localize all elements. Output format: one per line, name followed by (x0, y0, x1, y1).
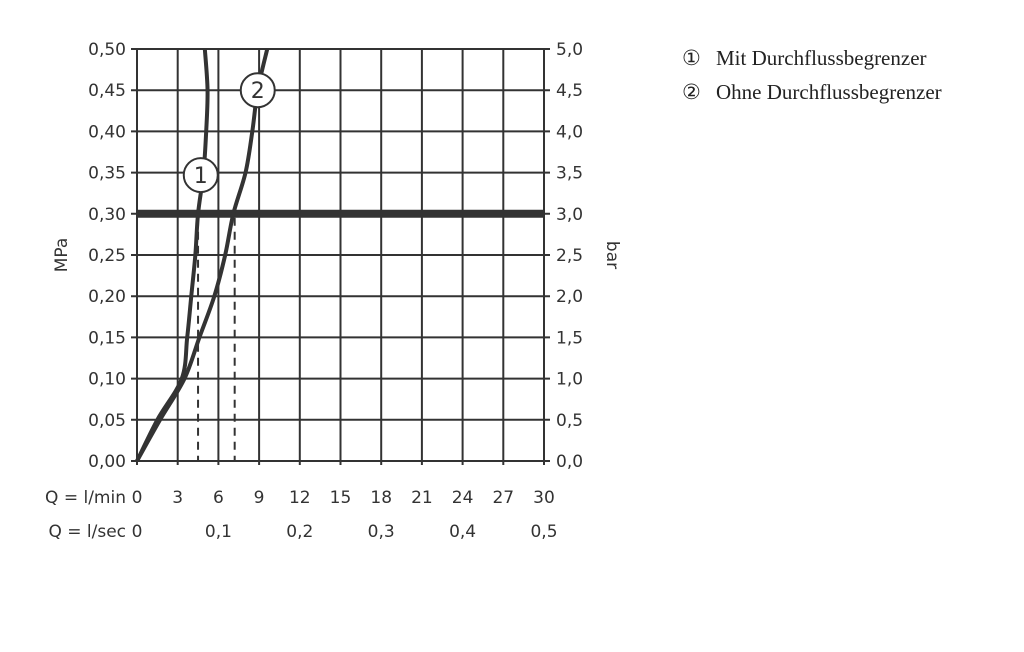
x-tick-label: 9 (254, 488, 265, 508)
y2-tick-label: 0,0 (556, 452, 583, 472)
y-tick-label: 0,10 (88, 370, 126, 390)
x-tick-label: 30 (533, 488, 555, 508)
x2-tick-label: 0 (132, 522, 143, 542)
y-tick-label: 0,50 (88, 40, 126, 60)
legend-marker-2: ② (682, 80, 701, 104)
x-tick-label: 18 (370, 488, 392, 508)
y2-tick-label: 1,5 (556, 328, 583, 348)
y2-tick-label: 1,0 (556, 370, 583, 390)
y-tick-label: 0,15 (88, 328, 126, 348)
x-tick-label: 27 (492, 488, 514, 508)
x2-tick-label: 0,1 (205, 522, 232, 542)
y-tick-label: 0,35 (88, 164, 126, 184)
legend-item-2: ② Ohne Durchflussbegrenzer (682, 80, 1006, 104)
series-marker-1 (182, 157, 219, 194)
y2-tick-label: 4,5 (556, 81, 583, 101)
legend-label-1: Mit Durchflussbegrenzer (716, 46, 927, 70)
x-tick-label: 21 (411, 488, 433, 508)
y2-tick-label: 3,5 (556, 164, 583, 184)
y-tick-label: 0,45 (88, 81, 126, 101)
y2-axis-label: bar (602, 241, 622, 269)
series-marker-label-2: 2 (251, 79, 265, 104)
y2-tick-label: 2,0 (556, 287, 583, 307)
x-tick-label: 3 (172, 488, 183, 508)
y-tick-label: 0,20 (88, 287, 126, 307)
legend-label-2: Ohne Durchflussbegrenzer (716, 80, 942, 104)
y-tick-label: 0,05 (88, 411, 126, 431)
x2-tick-label: 0,5 (530, 522, 557, 542)
x-tick-label: 24 (452, 488, 474, 508)
legend: ① Mit Durchflussbegrenzer ② Ohne Durchfl… (682, 46, 1006, 114)
x2-tick-label: 0,4 (449, 522, 476, 542)
x-tick-label: 15 (330, 488, 352, 508)
y2-tick-label: 4,0 (556, 122, 583, 142)
y-tick-label: 0,40 (88, 122, 126, 142)
y-tick-label: 0,30 (88, 205, 126, 225)
x2-axis-label: Q = l/sec (48, 522, 126, 542)
x-tick-label: 12 (289, 488, 311, 508)
y2-tick-label: 0,5 (556, 411, 583, 431)
legend-marker-1: ① (682, 46, 701, 70)
x2-tick-label: 0,3 (368, 522, 395, 542)
y2-tick-label: 3,0 (556, 205, 583, 225)
series-marker-label-1: 1 (194, 164, 208, 189)
legend-item-1: ① Mit Durchflussbegrenzer (682, 46, 1006, 70)
x2-tick-label: 0,2 (286, 522, 313, 542)
series-marker-2 (239, 72, 276, 109)
y2-tick-label: 5,0 (556, 40, 583, 60)
x-axis-label: Q = l/min (45, 488, 126, 508)
y-axis-label: MPa (52, 238, 72, 273)
y-tick-label: 0,00 (88, 452, 126, 472)
series-line-2 (135, 48, 270, 462)
y2-tick-label: 2,5 (556, 246, 583, 266)
x-tick-label: 6 (213, 488, 224, 508)
y-tick-label: 0,25 (88, 246, 126, 266)
x-tick-label: 0 (132, 488, 143, 508)
